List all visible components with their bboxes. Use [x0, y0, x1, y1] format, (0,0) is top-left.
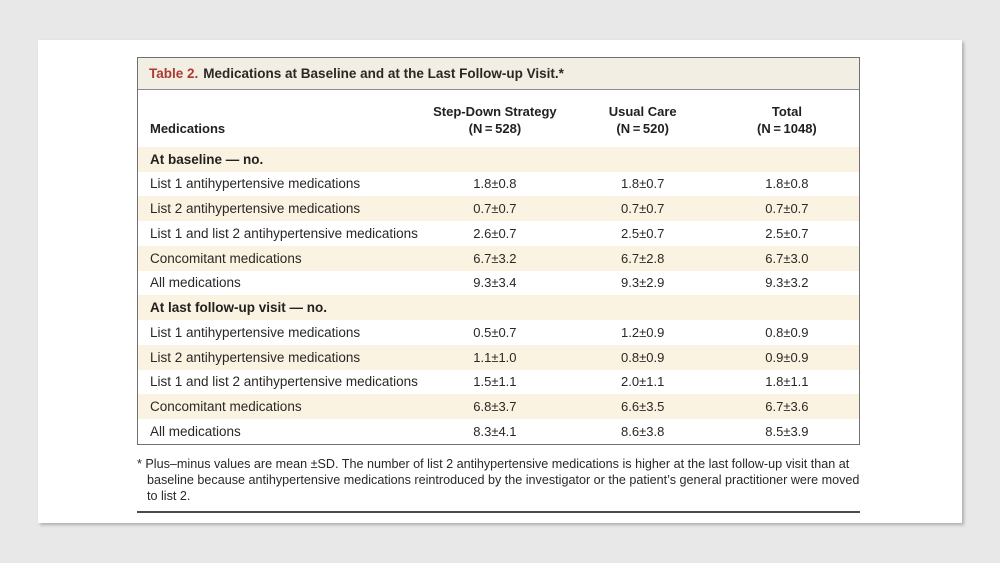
table-row: Concomitant medications 6.8±3.7 6.6±3.5 6.7… — [138, 394, 859, 420]
row-label: List 1 antihypertensive medications — [150, 176, 361, 192]
value-cell: 2.5±0.7 — [621, 225, 665, 241]
row-label: Concomitant medications — [150, 250, 302, 266]
document-card: Table 2. Medications at Baseline and at … — [38, 40, 962, 523]
column-group-name: Usual Care — [608, 104, 677, 119]
column-group-n: (N = 520) — [616, 120, 669, 136]
table-row: List 2 antihypertensive medications 1.1±1… — [138, 344, 859, 370]
table-container: Table 2. Medications at Baseline and at … — [137, 57, 860, 514]
value-cell: 2.0±1.1 — [621, 374, 665, 390]
value-cell: 8.6±3.8 — [621, 423, 665, 439]
value-cell: 0.7±0.7 — [621, 201, 665, 217]
medications-table: Table 2. Medications at Baseline and at … — [137, 57, 860, 445]
section-header-row: At last follow-up visit — no. — [138, 295, 859, 321]
section-header-row: At baseline — no. — [138, 146, 859, 172]
column-group-name: Total — [771, 104, 802, 119]
table-row: List 1 and list 2 antihypertensive medic… — [138, 370, 859, 395]
row-label: All medications — [150, 423, 241, 439]
column-group-name: Step-Down Strategy — [433, 104, 557, 119]
value-cell: 1.1±1.0 — [473, 349, 517, 365]
table-row: All medications 8.3±4.1 8.6±3.8 8.5±3.9 — [138, 419, 859, 444]
table-row: List 1 antihypertensive medications 0.5±0… — [138, 320, 859, 345]
table-title-bar: Table 2. Medications at Baseline and at … — [138, 58, 859, 90]
value-cell: 9.3±3.4 — [473, 275, 517, 291]
row-label: All medications — [150, 275, 241, 291]
table-row: List 1 and list 2 antihypertensive medic… — [138, 221, 859, 246]
value-cell: 0.5±0.7 — [473, 324, 517, 340]
value-cell: 9.3±3.2 — [765, 275, 809, 291]
value-cell: 1.2±0.9 — [621, 324, 665, 340]
value-cell: 6.7±3.2 — [473, 250, 517, 266]
value-cell: 6.7±3.0 — [765, 250, 809, 266]
table-body: At baseline — no. List 1 antihypertensive… — [138, 146, 859, 444]
value-cell: 2.6±0.7 — [473, 225, 517, 241]
column-header-row: Medications Step-Down Strategy (N = 528)… — [138, 90, 859, 147]
value-cell: 0.8±0.9 — [765, 324, 809, 340]
value-cell: 0.7±0.7 — [765, 201, 809, 217]
table-footnote: * Plus–minus values are mean ±SD. The nu… — [137, 456, 860, 503]
value-cell: 0.8±0.9 — [621, 349, 665, 365]
column-group-n: (N = 528) — [468, 120, 522, 136]
row-label: List 2 antihypertensive medications — [150, 349, 361, 365]
table-title-text: Medications at Baseline and at the Last … — [203, 66, 564, 81]
value-cell: 1.8±1.1 — [765, 374, 809, 390]
table-row: All medications 9.3±3.4 9.3±2.9 9.3±3.2 — [138, 271, 859, 296]
column-group-n: (N = 1048) — [757, 120, 817, 136]
value-cell: 1.8±0.8 — [765, 176, 809, 192]
row-label: List 1 and list 2 antihypertensive medic… — [150, 225, 418, 241]
row-label: Concomitant medications — [150, 399, 302, 415]
column-header-total: Total (N = 1048) — [715, 90, 859, 147]
row-label: List 1 and list 2 antihypertensive medic… — [150, 374, 418, 390]
value-cell: 8.5±3.9 — [765, 423, 809, 439]
value-cell: 8.3±4.1 — [473, 423, 517, 439]
table-row: List 1 antihypertensive medications 1.8±0… — [138, 172, 859, 197]
value-cell: 1.8±0.7 — [621, 176, 665, 192]
value-cell: 6.7±3.6 — [765, 399, 809, 415]
column-header-step-down: Step-Down Strategy (N = 528) — [419, 90, 570, 147]
table-row: List 2 antihypertensive medications 0.7±0… — [138, 196, 859, 222]
section-header-label: At last follow-up visit — no. — [150, 300, 327, 316]
value-cell: 9.3±2.9 — [621, 275, 665, 291]
row-label: List 2 antihypertensive medications — [150, 201, 361, 217]
column-header-usual-care: Usual Care (N = 520) — [571, 90, 715, 147]
table-row: Concomitant medications 6.7±3.2 6.7±2.8 6.7… — [138, 245, 859, 271]
data-table: Medications Step-Down Strategy (N = 528)… — [138, 90, 859, 444]
value-cell: 6.6±3.5 — [621, 399, 665, 415]
value-cell: 0.9±0.9 — [765, 349, 809, 365]
value-cell: 1.5±1.1 — [473, 374, 517, 390]
value-cell: 0.7±0.7 — [473, 201, 517, 217]
value-cell: 1.8±0.8 — [473, 176, 517, 192]
value-cell: 6.8±3.7 — [473, 399, 517, 415]
table-number-label: Table 2. — [149, 66, 199, 81]
footnote-divider — [137, 511, 860, 514]
column-header-medications: Medications — [150, 120, 226, 136]
section-header-label: At baseline — no. — [150, 151, 264, 167]
value-cell: 2.5±0.7 — [765, 225, 809, 241]
value-cell: 6.7±2.8 — [621, 250, 665, 266]
row-label: List 1 antihypertensive medications — [150, 324, 361, 340]
